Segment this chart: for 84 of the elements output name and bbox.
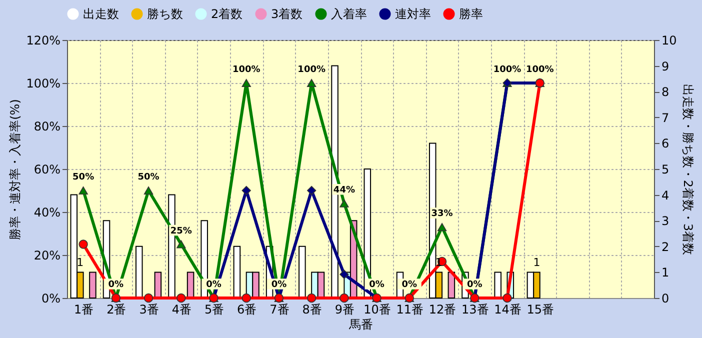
x-tick-label: 1番 <box>74 302 94 316</box>
point <box>144 293 154 303</box>
y2-tick-label: 7 <box>662 110 670 125</box>
x-tick-label: 4番 <box>172 302 192 316</box>
x-tick-label: 13番 <box>462 302 489 316</box>
data-label: 100% <box>493 65 522 75</box>
x-tick-label: 7番 <box>270 302 290 316</box>
point <box>307 293 316 303</box>
bar <box>89 272 96 298</box>
data-label: 50% <box>138 172 160 182</box>
x-tick-label: 5番 <box>204 302 224 316</box>
data-label: 25% <box>170 226 192 236</box>
bar <box>233 246 241 298</box>
point <box>176 293 186 303</box>
data-label: 33% <box>431 209 453 220</box>
y-tick-label: 100% <box>26 76 60 90</box>
y-tick-label: 120% <box>26 34 60 48</box>
data-label: 0% <box>369 280 384 290</box>
x-tick-label: 14番 <box>494 302 522 316</box>
y2-tick-label: 8 <box>662 85 670 100</box>
data-label: 100% <box>232 65 260 75</box>
point <box>78 186 88 195</box>
y2-tick-label: 1 <box>662 266 670 280</box>
data-label: 0% <box>402 280 418 290</box>
point <box>307 186 316 196</box>
y2-tick-label: 5 <box>662 162 670 176</box>
legend-label: 連対率 <box>395 7 431 21</box>
point <box>340 270 349 279</box>
y-tick-label: 40% <box>34 206 60 220</box>
bar <box>135 246 143 298</box>
point <box>340 199 349 208</box>
data-label: 0% <box>206 280 222 290</box>
legend-label: 入着率 <box>331 7 367 21</box>
y2-tick-label: 0 <box>662 292 670 306</box>
data-label: 1 <box>76 256 84 270</box>
point <box>176 240 186 248</box>
y-axis-title: 勝率・連対率・入着率(%) <box>8 99 22 240</box>
data-label: 44% <box>333 185 355 196</box>
y-tick-label: 60% <box>34 162 60 176</box>
bar <box>298 246 306 298</box>
bar <box>494 272 502 298</box>
y2-tick-label: 4 <box>662 188 670 202</box>
data-label: 50% <box>72 172 94 182</box>
data-label: 0% <box>271 280 287 290</box>
point <box>502 293 512 303</box>
point <box>340 293 349 303</box>
y2-axis-title: 出走数・勝ち数・2着数・3着数 <box>680 84 695 256</box>
data-label: 1 <box>533 256 540 270</box>
point <box>242 186 251 196</box>
data-label: 100% <box>298 65 326 75</box>
x-tick-label: 3番 <box>139 302 159 316</box>
data-label: 0% <box>467 280 482 290</box>
x-tick-label: 8番 <box>302 302 322 316</box>
legend-label: 勝率 <box>459 7 483 21</box>
legend-label: 勝ち数 <box>147 7 183 21</box>
legend-label: 3着数 <box>271 7 303 21</box>
x-tick-label: 9番 <box>334 302 355 316</box>
x-tick-label: 6番 <box>237 302 257 316</box>
x-tick-label: 10番 <box>364 302 391 316</box>
y-tick-label: 80% <box>34 120 60 134</box>
y2-tick-label: 2 <box>662 240 670 254</box>
legend-label: 出走数 <box>83 7 119 21</box>
x-tick-label: 2番 <box>106 302 126 316</box>
x-tick-label: 12番 <box>428 302 456 316</box>
point <box>242 293 251 303</box>
data-label: 100% <box>526 65 554 75</box>
data-label: 0% <box>108 280 124 290</box>
y-tick-label: 0% <box>41 292 60 306</box>
y-tick-label: 20% <box>34 248 60 262</box>
bar <box>154 272 162 298</box>
point <box>437 223 447 232</box>
bar <box>186 272 194 298</box>
y2-tick-label: 9 <box>662 59 670 74</box>
point <box>307 78 316 88</box>
y2-tick-label: 3 <box>662 214 670 228</box>
x-axis-title: 馬番 <box>348 318 373 332</box>
y2-tick-label: 6 <box>662 136 670 151</box>
legend-label: 2着数 <box>211 7 243 21</box>
x-tick-label: 11番 <box>396 302 424 316</box>
y2-tick-label: 10 <box>662 34 677 48</box>
point <box>78 240 88 249</box>
point <box>144 186 154 195</box>
x-tick-label: 15番 <box>526 302 554 316</box>
point <box>242 78 251 88</box>
